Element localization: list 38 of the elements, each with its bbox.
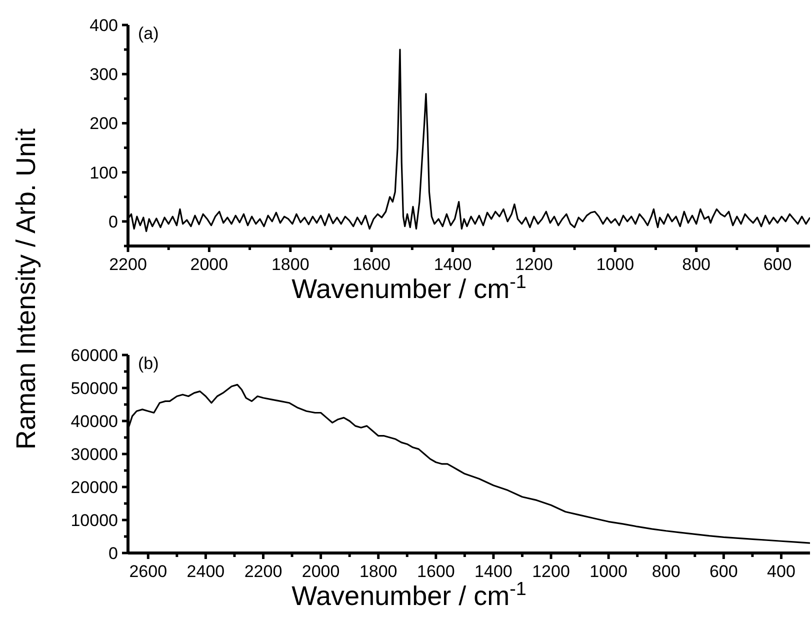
x-tick-label: 400 — [767, 562, 796, 581]
y-tick-label: 20000 — [70, 478, 118, 497]
x-axis-title: Wavenumber / cm$^{-1}$ — [292, 578, 526, 611]
x-tick-label: 1000 — [596, 255, 634, 274]
y-tick-label: 30000 — [70, 445, 118, 464]
x-tick-label: 1200 — [532, 562, 570, 581]
y-tick-label: 200 — [90, 114, 118, 134]
x-tick-label: 2000 — [302, 562, 340, 581]
y-tick-label: 60000 — [70, 346, 118, 365]
annotation: (b) — [138, 354, 159, 373]
y-tick-label: 40000 — [70, 412, 118, 431]
x-tick-label: 1800 — [271, 255, 310, 274]
x-tick-label: 2400 — [186, 562, 225, 581]
x-tick-label: 1000 — [590, 562, 628, 581]
x-axis-title: Wavenumber / cm$^{-1}$ — [292, 272, 526, 304]
annotation: (a) — [138, 24, 159, 43]
y-tick-label: 10000 — [70, 511, 118, 530]
y-tick-label: 400 — [90, 16, 118, 35]
y-tick-label: 0 — [108, 212, 118, 232]
y-tick-label: 300 — [90, 65, 118, 84]
x-tick-label: 800 — [682, 255, 711, 274]
y-tick-label: 50000 — [70, 379, 118, 398]
x-tick-label: 800 — [652, 562, 680, 581]
x-tick-label: 1600 — [416, 562, 455, 581]
x-tick-label: 600 — [709, 562, 738, 581]
x-tick-label: 1800 — [359, 562, 398, 581]
x-tick-label: 600 — [763, 255, 792, 274]
x-tick-label: 2200 — [244, 562, 282, 581]
x-tick-label: 1400 — [434, 255, 472, 274]
x-tick-label: 2600 — [129, 562, 168, 581]
y-axis-title: Raman Intensity / Arb. Unit — [11, 128, 41, 450]
x-tick-label: 1600 — [352, 255, 390, 274]
y-tick-label: 0 — [108, 544, 118, 563]
y-tick-label: 100 — [90, 163, 118, 182]
x-tick-label: 2000 — [190, 255, 228, 274]
x-tick-label: 2200 — [109, 255, 147, 274]
x-tick-label: 1400 — [474, 562, 512, 581]
x-tick-label: 1200 — [515, 255, 553, 274]
